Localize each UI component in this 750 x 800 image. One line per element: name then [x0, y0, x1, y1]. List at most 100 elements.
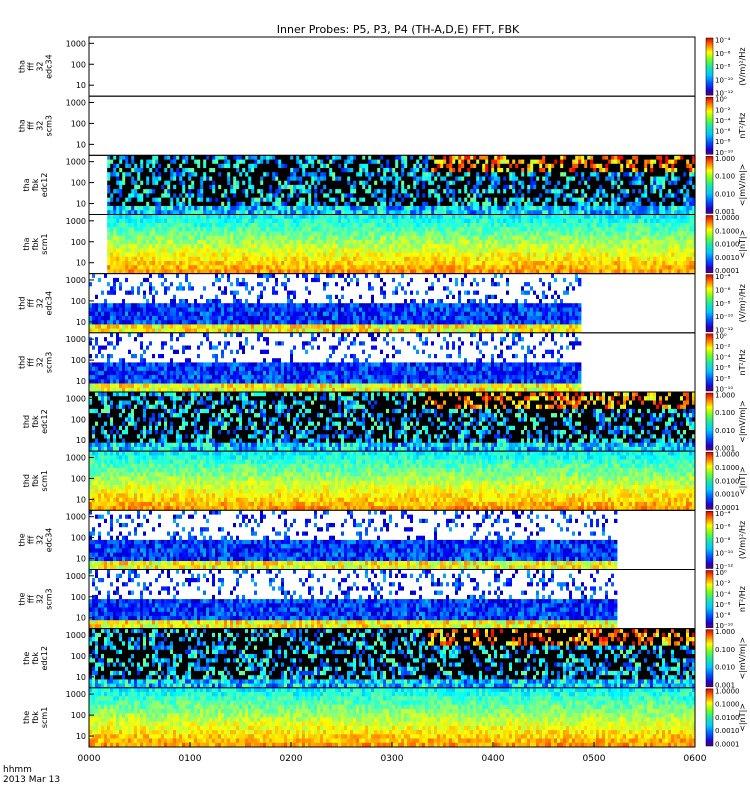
- spectrogram-cell: [500, 239, 504, 245]
- spectrogram-cell: [542, 210, 546, 215]
- spectrogram-cell: [284, 180, 288, 186]
- spectrogram-cell: [299, 269, 303, 274]
- spectrogram-cell: [206, 184, 210, 190]
- spectrogram-cell: [230, 252, 234, 258]
- spectrogram-cell: [266, 210, 270, 215]
- spectrogram-cell: [473, 261, 477, 266]
- spectrogram-cell: [227, 223, 231, 228]
- spectrogram-cell: [401, 189, 405, 194]
- spectrogram-cell: [488, 201, 492, 207]
- spectrogram-cell: [614, 197, 618, 203]
- spectrogram-cell: [440, 223, 444, 228]
- spectrogram-cell: [617, 210, 621, 215]
- spectrogram-cell: [533, 218, 537, 224]
- spectrogram-cell: [410, 210, 414, 215]
- spectrogram-cell: [485, 214, 489, 220]
- spectrogram-cell: [662, 163, 666, 169]
- spectrogram-cell: [584, 184, 588, 190]
- spectrogram-cell: [692, 180, 696, 186]
- spectrogram-cell: [512, 172, 516, 177]
- spectrogram-cell: [671, 168, 675, 173]
- spectrogram-cell: [110, 239, 114, 245]
- spectrogram-cell: [122, 235, 126, 241]
- spectrogram-cell: [329, 252, 333, 258]
- spectrogram-cell: [503, 227, 507, 232]
- spectrogram-cell: [473, 201, 477, 207]
- spectrogram-cell: [668, 159, 672, 165]
- spectrogram-cell: [131, 244, 135, 249]
- spectrogram-cell: [641, 172, 645, 177]
- spectrogram-cell: [212, 239, 216, 245]
- spectrogram-cell: [317, 201, 321, 207]
- spectrogram-cell: [149, 168, 153, 173]
- spectrogram-cell: [251, 265, 255, 270]
- colorbar-label: nT²/Hz: [738, 113, 747, 139]
- spectrogram-cell: [323, 252, 327, 258]
- spectrogram-cell: [500, 206, 504, 211]
- spectrogram-cell: [476, 239, 480, 245]
- colorbar-tick-label: 10⁻⁴: [715, 117, 731, 125]
- spectrogram-cell: [470, 210, 474, 215]
- spectrogram-cell: [446, 172, 450, 177]
- spectrogram-cell: [674, 159, 678, 165]
- spectrogram-cell: [455, 223, 459, 228]
- spectrogram-cell: [335, 168, 339, 173]
- spectrogram-cell: [116, 155, 120, 160]
- spectrogram-cell: [251, 227, 255, 232]
- spectrogram-cell: [218, 189, 222, 194]
- spectrogram-cell: [641, 201, 645, 207]
- spectrogram-cell: [209, 244, 213, 249]
- spectrogram-cell: [572, 261, 576, 266]
- spectrogram-cell: [527, 189, 531, 194]
- spectrogram-cell: [617, 168, 621, 173]
- spectrogram-cell: [305, 214, 309, 220]
- spectrogram-cell: [404, 261, 408, 266]
- spectrogram-cell: [179, 231, 183, 236]
- spectrogram-cell: [533, 239, 537, 245]
- spectrogram-cell: [179, 189, 183, 194]
- spectrogram-cell: [305, 172, 309, 177]
- spectrogram-cell: [524, 235, 528, 241]
- spectrogram-cell: [236, 193, 240, 198]
- spectrogram-cell: [146, 244, 150, 249]
- spectrogram-cell: [320, 223, 324, 228]
- spectrogram-cell: [545, 197, 549, 203]
- spectrogram-cell: [248, 180, 252, 186]
- spectrogram-cell: [626, 172, 630, 177]
- spectrogram-cell: [389, 231, 393, 236]
- spectrogram-cell: [650, 201, 654, 207]
- spectrogram-cell: [581, 206, 585, 211]
- spectrogram-cell: [434, 248, 438, 253]
- spectrogram-cell: [299, 168, 303, 173]
- spectrogram-cell: [287, 218, 291, 224]
- spectrogram-cell: [350, 159, 354, 165]
- spectrogram-cell: [287, 248, 291, 253]
- spectrogram-cell: [269, 193, 273, 198]
- spectrogram-cell: [335, 269, 339, 274]
- spectrogram-cell: [449, 168, 453, 173]
- spectrogram-cell: [437, 155, 441, 160]
- spectrogram-cell: [398, 210, 402, 215]
- spectrogram-cell: [161, 214, 165, 220]
- spectrogram-cell: [341, 155, 345, 160]
- spectrogram-cell: [395, 227, 399, 232]
- spectrogram-cell: [128, 163, 132, 169]
- spectrogram-cell: [254, 184, 258, 190]
- spectrogram-cell: [287, 214, 291, 220]
- spectrogram-cell: [107, 176, 111, 182]
- spectrogram-cell: [590, 159, 594, 165]
- spectrogram-cell: [146, 265, 150, 270]
- spectrogram-cell: [227, 189, 231, 194]
- spectrogram-cell: [599, 210, 603, 215]
- spectrogram-cell: [464, 193, 468, 198]
- spectrogram-cell: [383, 252, 387, 258]
- spectrogram-cell: [236, 218, 240, 224]
- spectrogram-cell: [569, 172, 573, 177]
- spectrogram-cell: [560, 206, 564, 211]
- spectrogram-cell: [515, 168, 519, 173]
- spectrogram-cell: [593, 210, 597, 215]
- spectrogram-cell: [344, 261, 348, 266]
- spectrogram-cell: [521, 193, 525, 198]
- spectrogram-cell: [485, 197, 489, 203]
- spectrogram-cell: [497, 252, 501, 258]
